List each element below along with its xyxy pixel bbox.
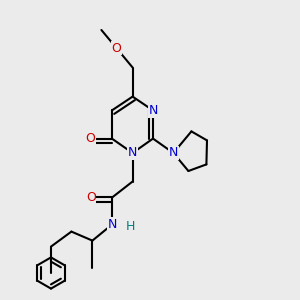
Text: O: O [85,132,95,145]
Text: N: N [128,146,137,160]
Text: N: N [148,104,158,117]
Text: O: O [86,191,96,204]
Text: N: N [169,146,178,160]
Text: N: N [107,218,117,231]
Text: O: O [112,41,121,55]
Text: H: H [126,220,136,233]
